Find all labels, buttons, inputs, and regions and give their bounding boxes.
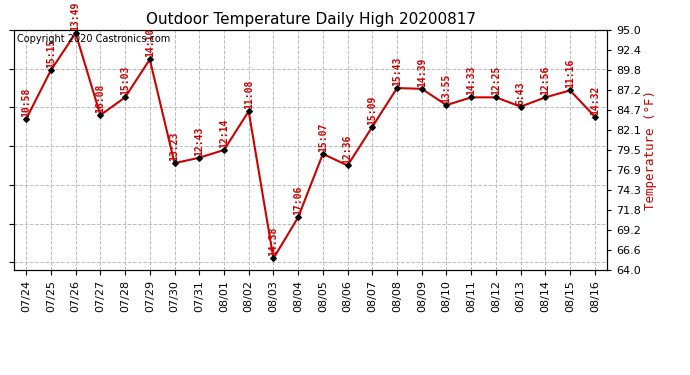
- Point: [70, 30, 81, 36]
- Text: 15:03: 15:03: [120, 66, 130, 95]
- Point: [342, 162, 353, 168]
- Point: [416, 86, 427, 92]
- Point: [243, 108, 254, 114]
- Text: 14:38: 14:38: [268, 227, 278, 256]
- Point: [144, 56, 155, 62]
- Text: 12:14: 12:14: [219, 119, 229, 148]
- Point: [515, 104, 526, 110]
- Point: [194, 155, 205, 161]
- Point: [317, 151, 328, 157]
- Y-axis label: Temperature (°F): Temperature (°F): [644, 90, 657, 210]
- Point: [367, 124, 378, 130]
- Text: 12:25: 12:25: [491, 66, 501, 95]
- Text: 10:58: 10:58: [21, 88, 31, 117]
- Point: [119, 94, 130, 100]
- Text: 14:39: 14:39: [417, 57, 426, 87]
- Text: 15:07: 15:07: [318, 123, 328, 152]
- Text: 12:56: 12:56: [540, 66, 551, 95]
- Text: 14:10: 14:10: [145, 28, 155, 57]
- Point: [95, 112, 106, 118]
- Point: [491, 94, 502, 100]
- Text: 12:43: 12:43: [195, 126, 204, 156]
- Point: [564, 87, 575, 93]
- Text: 14:32: 14:32: [590, 86, 600, 115]
- Text: 13:49: 13:49: [70, 2, 81, 31]
- Point: [219, 147, 230, 153]
- Point: [441, 102, 452, 108]
- Point: [169, 160, 180, 166]
- Text: 13:23: 13:23: [170, 132, 179, 161]
- Point: [46, 67, 57, 73]
- Text: 11:16: 11:16: [565, 59, 575, 88]
- Text: 17:06: 17:06: [293, 186, 303, 215]
- Point: [466, 94, 477, 100]
- Point: [391, 85, 402, 91]
- Text: Copyright 2020 Castronics.com: Copyright 2020 Castronics.com: [17, 34, 170, 44]
- Text: 12:36: 12:36: [343, 134, 353, 164]
- Text: 15:43: 15:43: [392, 57, 402, 86]
- Text: 6:43: 6:43: [515, 81, 526, 105]
- Point: [21, 116, 32, 122]
- Text: 14:33: 14:33: [466, 66, 476, 95]
- Title: Outdoor Temperature Daily High 20200817: Outdoor Temperature Daily High 20200817: [146, 12, 475, 27]
- Text: 16:08: 16:08: [95, 84, 106, 113]
- Point: [589, 114, 600, 120]
- Point: [540, 94, 551, 100]
- Text: 15:15: 15:15: [46, 39, 56, 68]
- Text: 15:09: 15:09: [367, 96, 377, 125]
- Text: 11:08: 11:08: [244, 80, 254, 110]
- Point: [268, 255, 279, 261]
- Point: [293, 214, 304, 220]
- Text: 13:55: 13:55: [442, 74, 451, 103]
